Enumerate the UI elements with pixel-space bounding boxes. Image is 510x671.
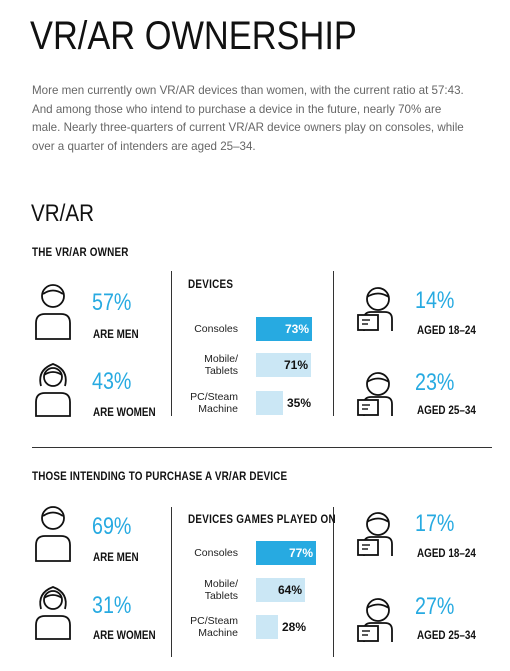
device-bar-value: 71% xyxy=(283,358,308,372)
intender-women-percent: 31% xyxy=(92,592,132,619)
intender-devices-heading: DEVICES GAMES PLAYED ON xyxy=(188,514,336,526)
device-bar xyxy=(256,578,305,602)
owner-age2-label: AGED 25–34 xyxy=(417,405,476,417)
intender-age1-label: AGED 18–24 xyxy=(417,548,476,560)
device-name: Consoles xyxy=(194,323,238,335)
person-at-laptop-icon xyxy=(357,598,393,642)
intender-women-label: ARE WOMEN xyxy=(93,630,156,642)
device-bar xyxy=(256,353,311,377)
page-title: VR/AR OWNERSHIP xyxy=(30,14,357,58)
device-name: Mobile/ Tablets xyxy=(204,353,238,377)
person-at-laptop-icon xyxy=(357,512,393,556)
device-name: Mobile/ Tablets xyxy=(204,578,238,602)
device-bar-value: 28% xyxy=(282,620,307,634)
owner-women-percent: 43% xyxy=(92,368,132,395)
column-divider xyxy=(171,507,172,657)
device-bar-value: 77% xyxy=(288,546,313,560)
owner-men-label: ARE MEN xyxy=(93,329,139,341)
owner-age1-label: AGED 18–24 xyxy=(417,325,476,337)
device-name: PC/Steam Machine xyxy=(190,391,238,415)
intender-heading: THOSE INTENDING TO PURCHASE A VR/AR DEVI… xyxy=(32,471,288,483)
column-divider xyxy=(333,271,334,416)
section-divider xyxy=(32,447,492,448)
device-bar-value: 73% xyxy=(284,322,309,336)
section-subtitle: VR/AR xyxy=(31,200,95,227)
woman-icon xyxy=(35,363,71,417)
intender-age2-label: AGED 25–34 xyxy=(417,630,476,642)
intender-age1-percent: 17% xyxy=(415,510,455,537)
person-at-laptop-icon xyxy=(357,372,393,416)
owner-age2-percent: 23% xyxy=(415,369,455,396)
device-bar xyxy=(256,391,283,415)
woman-icon xyxy=(35,586,71,640)
intender-men-percent: 69% xyxy=(92,513,132,540)
device-bar-value: 64% xyxy=(277,583,302,597)
owner-heading: THE VR/AR OWNER xyxy=(32,247,129,259)
device-name: Consoles xyxy=(194,547,238,559)
column-divider xyxy=(171,271,172,416)
device-bar xyxy=(256,317,312,341)
intro-paragraph: More men currently own VR/AR devices tha… xyxy=(32,84,464,153)
intender-age2-percent: 27% xyxy=(415,593,455,620)
owner-women-label: ARE WOMEN xyxy=(93,407,156,419)
man-icon xyxy=(35,284,71,340)
man-icon xyxy=(35,506,71,562)
device-name: PC/Steam Machine xyxy=(190,615,238,639)
owner-men-percent: 57% xyxy=(92,289,132,316)
column-divider xyxy=(333,507,334,657)
device-bar-value: 35% xyxy=(287,396,312,410)
person-at-laptop-icon xyxy=(357,287,393,331)
owner-age1-percent: 14% xyxy=(415,287,455,314)
device-bar xyxy=(256,541,316,565)
intender-men-label: ARE MEN xyxy=(93,552,139,564)
owner-devices-heading: DEVICES xyxy=(188,279,234,291)
device-bar xyxy=(256,615,278,639)
